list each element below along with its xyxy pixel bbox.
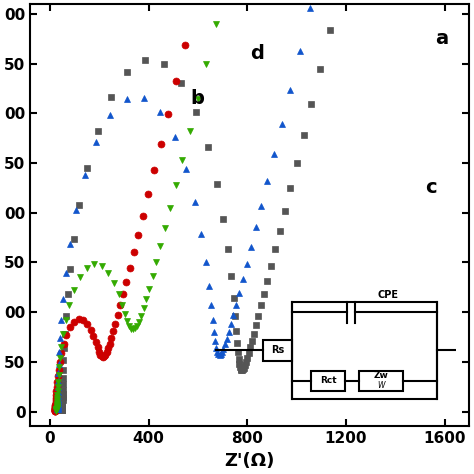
X-axis label: Z'(Ω): Z'(Ω) <box>225 452 275 470</box>
Text: c: c <box>425 178 437 197</box>
Text: d: d <box>250 44 264 63</box>
Text: a: a <box>435 29 448 48</box>
Text: b: b <box>191 89 204 108</box>
